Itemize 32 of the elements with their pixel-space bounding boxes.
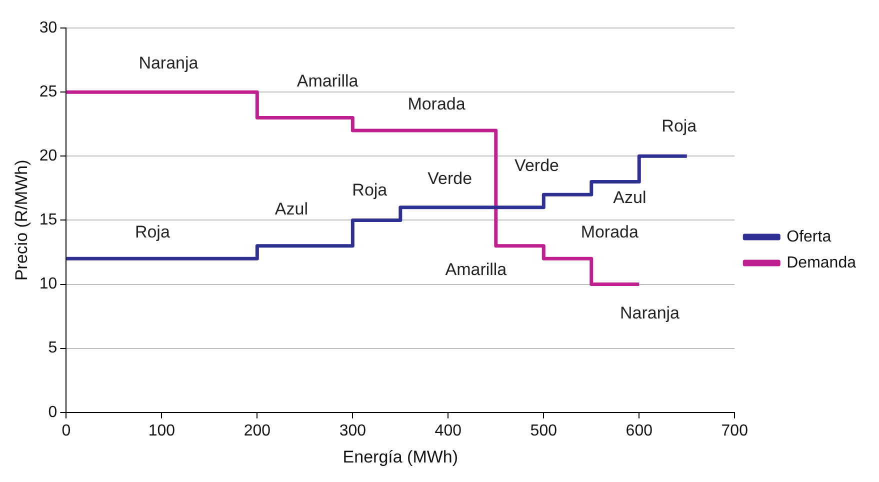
y-axis-title: Precio (R/MWh): [12, 160, 31, 281]
annotation: Azul: [613, 188, 646, 207]
y-tick-label: 25: [39, 83, 58, 100]
annotation: Morada: [580, 222, 639, 242]
annotation: Amarilla: [296, 72, 359, 91]
x-tick-label: 400: [434, 422, 462, 440]
y-tick-label: 15: [39, 212, 58, 229]
x-tick-label: 600: [626, 422, 653, 440]
y-tick-label: 20: [39, 148, 58, 165]
annotation: Verde: [428, 168, 472, 188]
x-tick-label: 300: [339, 422, 366, 440]
annotation: Amarilla: [445, 260, 508, 279]
annotation: Roja: [134, 222, 170, 242]
y-tick-label: 10: [39, 276, 58, 293]
legend-label: Demanda: [786, 254, 856, 272]
x-tick-label: 500: [530, 422, 558, 440]
x-tick-label: 700: [721, 422, 748, 440]
annotation: Roja: [662, 116, 698, 136]
annotation: Roja: [352, 180, 388, 200]
y-tick-label: 5: [48, 340, 58, 357]
annotation: Morada: [408, 94, 466, 114]
legend-label: Oferta: [786, 228, 832, 246]
y-tick-label: 30: [39, 19, 58, 36]
annotation: Azul: [274, 200, 308, 219]
x-axis-title: Energía (MWh): [342, 447, 458, 466]
annotation: Naranja: [620, 303, 680, 322]
y-tick-label: 0: [48, 404, 58, 421]
x-tick-label: 200: [244, 422, 271, 440]
x-tick-label: 0: [62, 422, 71, 440]
annotation: Naranja: [138, 53, 199, 72]
x-tick-label: 100: [148, 422, 176, 440]
annotation: Verde: [514, 156, 559, 176]
